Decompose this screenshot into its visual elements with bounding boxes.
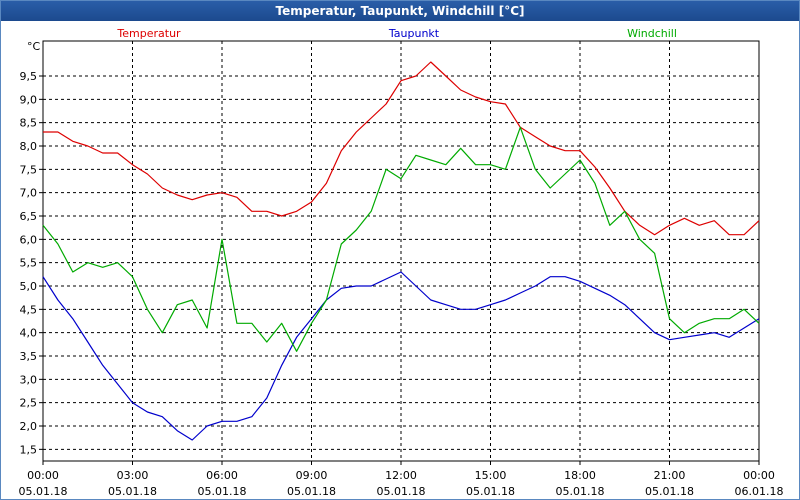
y-tick-label: 2,0: [20, 420, 38, 433]
x-tick-time: 15:00: [475, 469, 507, 482]
y-tick-label: 3,5: [20, 350, 38, 363]
x-tick-date: 05.01.18: [287, 485, 336, 498]
x-tick-date: 05.01.18: [556, 485, 605, 498]
x-axis: 00:00 05.01.18 03:00 05.01.18 06:00 05.01.18 0…: [19, 461, 784, 498]
x-tick-time: 03:00: [117, 469, 149, 482]
x-tick-time: 18:00: [564, 469, 596, 482]
x-tick-time: 06:00: [206, 469, 238, 482]
y-tick-label: 2,5: [20, 397, 38, 410]
legend: Temperatur Taupunkt Windchill: [116, 27, 677, 40]
x-tick-time: 00:00: [27, 469, 59, 482]
y-tick-label: 9,0: [20, 93, 38, 106]
x-tick-time: 21:00: [654, 469, 686, 482]
series-line-temperatur: [43, 61, 760, 236]
y-tick-label: 1,5: [20, 443, 38, 456]
x-tick-date: 05.01.18: [466, 485, 515, 498]
x-tick-time: 00:00: [743, 469, 775, 482]
x-tick-date: 05.01.18: [108, 485, 157, 498]
legend-temperatur: Temperatur: [116, 27, 181, 40]
y-tick-label: 4,0: [20, 327, 38, 340]
y-tick-label: 8,5: [20, 117, 38, 130]
y-axis-unit: °C: [27, 40, 41, 53]
series-line-taupunkt: [42, 271, 760, 441]
x-tick-date: 05.01.18: [645, 485, 694, 498]
y-tick-label: 5,0: [20, 280, 38, 293]
legend-taupunkt: Taupunkt: [388, 27, 440, 40]
y-tick-label: 7,0: [20, 187, 38, 200]
y-tick-label: 6,0: [20, 233, 38, 246]
y-tick-label: 5,5: [20, 257, 38, 270]
y-tick-label: 9,5: [20, 70, 38, 83]
legend-windchill: Windchill: [627, 27, 677, 40]
series-line-windchill: [42, 126, 760, 352]
window-title: Temperatur, Taupunkt, Windchill [°C]: [1, 1, 799, 21]
y-tick-label: 8,0: [20, 140, 38, 153]
y-tick-label: 4,5: [20, 303, 38, 316]
x-tick-time: 12:00: [385, 469, 417, 482]
y-tick-label: 3,0: [20, 373, 38, 386]
series-lines: [42, 61, 760, 441]
grid-lines: [43, 41, 759, 461]
y-tick-label: 7,5: [20, 163, 38, 176]
x-tick-date: 05.01.18: [19, 485, 68, 498]
x-tick-date: 05.01.18: [377, 485, 426, 498]
x-tick-time: 09:00: [296, 469, 328, 482]
y-tick-label: 6,5: [20, 210, 38, 223]
y-axis: 1,5 2,0 2,5 3,0 3,5 4,0 4,5 5,0 5,5 6,0 6,5 7,0 7,5 8…: [20, 70, 43, 456]
x-tick-date: 06.01.18: [735, 485, 784, 498]
x-tick-date: 05.01.18: [198, 485, 247, 498]
